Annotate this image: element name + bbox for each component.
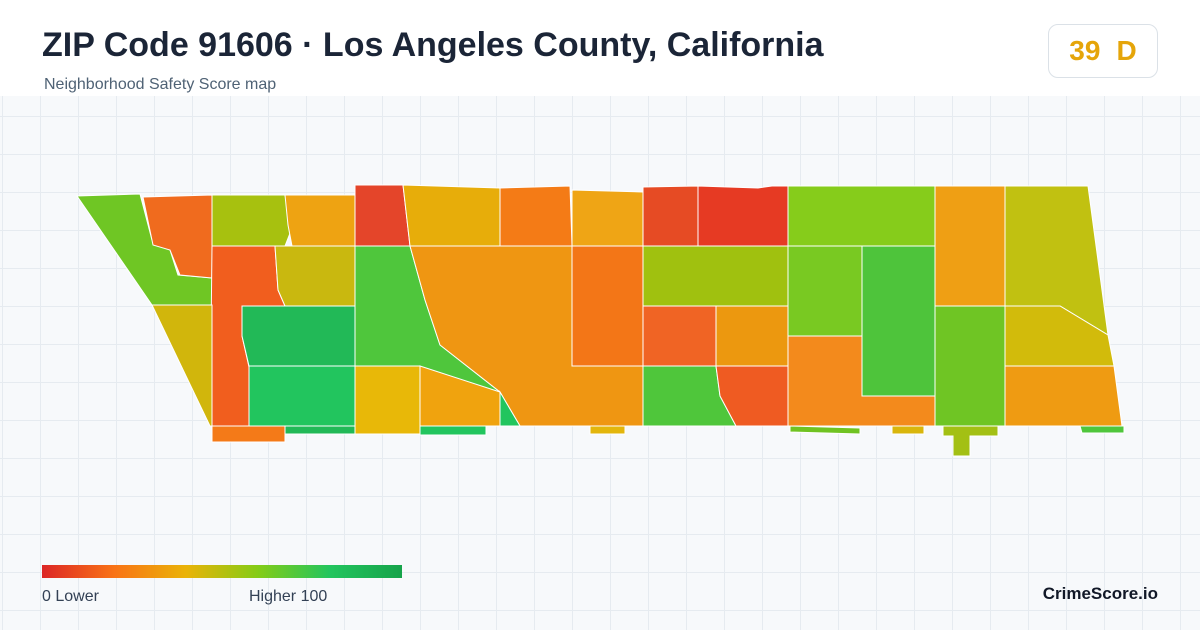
- map-region: [241, 305, 356, 367]
- map-region: [284, 425, 356, 435]
- legend-color-scale: [42, 565, 402, 578]
- map-region: [934, 305, 1006, 427]
- page-title: ZIP Code 91606 · Los Angeles County, Cal…: [42, 26, 824, 64]
- brand-logo-text: CrimeScore.io: [1042, 584, 1158, 603]
- map-region: [354, 365, 421, 435]
- map-region: [419, 425, 487, 436]
- map-region: [642, 245, 789, 307]
- map-region: [787, 335, 936, 427]
- map-region: [274, 245, 356, 307]
- map-region: [211, 425, 286, 443]
- map-region: [211, 194, 293, 247]
- map-region: [248, 365, 356, 427]
- safety-score-value: 39: [1069, 35, 1101, 66]
- safety-score-badge: 39 D: [1048, 24, 1158, 78]
- map-region: [284, 194, 356, 247]
- map-region: [571, 189, 644, 247]
- map-region: [354, 184, 411, 247]
- header-band: [0, 0, 1200, 96]
- map-region: [642, 185, 699, 247]
- map-region: [589, 425, 626, 435]
- map-region: [715, 365, 789, 427]
- map-region: [1004, 305, 1115, 367]
- map-region: [787, 185, 936, 247]
- map-region: [151, 304, 213, 427]
- map-region: [787, 245, 863, 337]
- map-region: [499, 390, 521, 427]
- map-region: [402, 184, 501, 247]
- map-region: [642, 305, 717, 367]
- map-region: [861, 245, 936, 397]
- map-region: [1079, 425, 1125, 434]
- legend-low-label: 0 Lower: [42, 588, 99, 605]
- map-region: [891, 425, 925, 435]
- map-region: [571, 245, 644, 367]
- page-subtitle: Neighborhood Safety Score map: [44, 76, 277, 93]
- legend-high-label: Higher 100: [249, 588, 328, 605]
- map-region: [715, 305, 789, 367]
- safety-score-grade: D: [1116, 35, 1137, 66]
- map-region: [789, 425, 861, 435]
- map-region: [942, 425, 999, 457]
- map-region: [499, 185, 573, 247]
- map-region: [697, 185, 789, 247]
- map-region: [934, 185, 1006, 307]
- map-region: [1004, 365, 1123, 427]
